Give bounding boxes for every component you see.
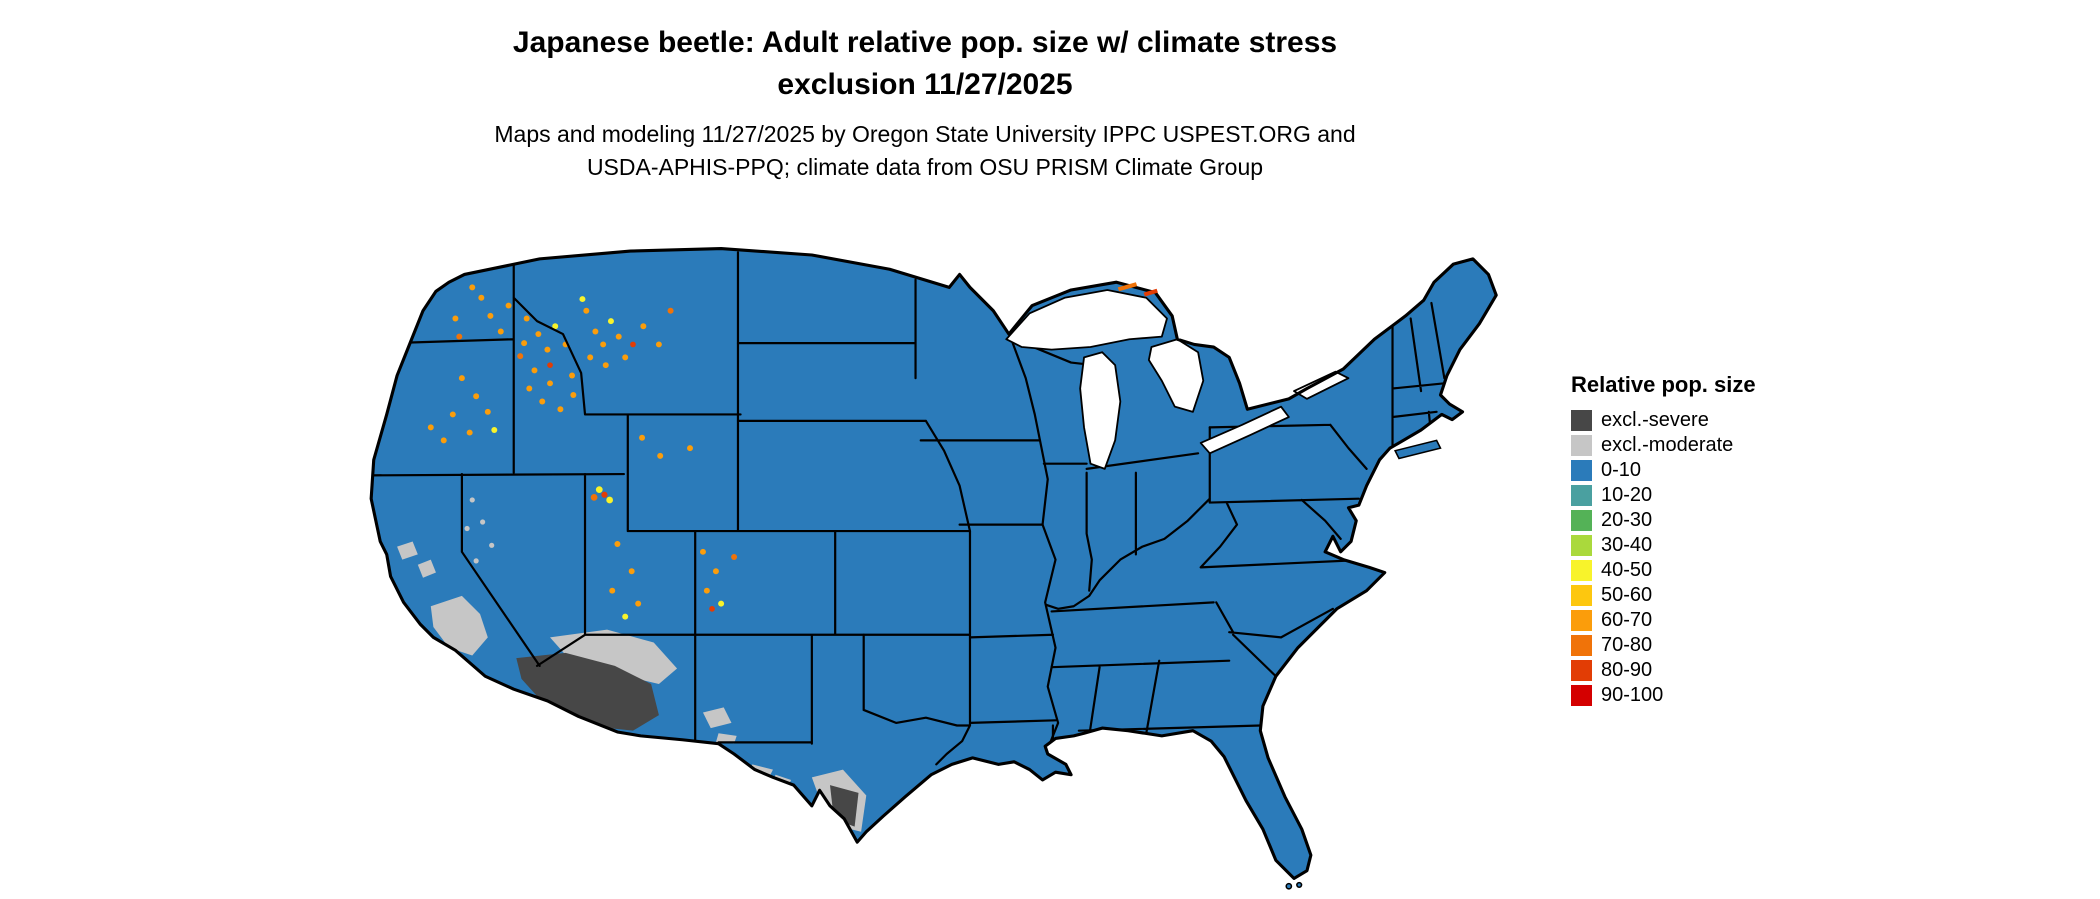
legend-item: 0-10 — [1571, 458, 1756, 483]
lake-ontario — [1293, 370, 1350, 400]
map-subtitle-line2: USDA-APHIS-PPQ; climate data from OSU PR… — [586, 154, 1264, 181]
legend-swatch — [1571, 635, 1592, 656]
legend: Relative pop. size excl.-severe excl.-mod… — [1571, 372, 1756, 708]
us-map — [369, 246, 1498, 890]
legend-item: 40-50 — [1571, 558, 1756, 583]
legend-item-label: 90-100 — [1601, 684, 1664, 706]
lake-superior — [1005, 289, 1168, 351]
legend-items: excl.-severe excl.-moderate 0-10 10-20 20-30… — [1571, 408, 1756, 708]
legend-item: 10-20 — [1571, 483, 1756, 508]
map-subtitle: Maps and modeling 11/27/2025 by Oregon S… — [0, 118, 1850, 185]
legend-swatch — [1571, 410, 1592, 431]
legend-item: 30-40 — [1571, 533, 1756, 558]
legend-item: 50-60 — [1571, 583, 1756, 608]
legend-item-label: 70-80 — [1601, 634, 1653, 656]
legend-item: excl.-moderate — [1571, 433, 1756, 458]
isle-royale-hotspot — [1117, 282, 1138, 292]
state-borders — [371, 251, 1446, 766]
legend-swatch — [1571, 535, 1592, 556]
legend-item-label: 10-20 — [1601, 484, 1653, 506]
islands-and-marks — [1117, 282, 1442, 890]
map-subtitle-line1: Maps and modeling 11/27/2025 by Oregon S… — [494, 121, 1356, 147]
lake-erie — [1199, 405, 1290, 455]
lake-michigan — [1079, 351, 1122, 470]
superior-hotspot — [1143, 288, 1158, 297]
legend-swatch — [1571, 610, 1592, 631]
map-title-line1: Japanese beetle: Adult relative pop. siz… — [512, 26, 1338, 59]
legend-item-label: 20-30 — [1601, 509, 1653, 531]
legend-item-label: 50-60 — [1601, 584, 1653, 606]
legend-item: 70-80 — [1571, 633, 1756, 658]
map-title-line2: exclusion 11/27/2025 — [777, 68, 1073, 101]
population-hotspot-speckles — [427, 284, 738, 620]
florida-keys — [1285, 882, 1293, 890]
legend-item-label: 60-70 — [1601, 609, 1653, 631]
legend-swatch — [1571, 585, 1592, 606]
map-title: Japanese beetle: Adult relative pop. siz… — [0, 22, 1850, 106]
legend-swatch — [1571, 685, 1592, 706]
legend-swatch — [1571, 460, 1592, 481]
legend-swatch — [1571, 660, 1592, 681]
legend-item: 20-30 — [1571, 508, 1756, 533]
legend-item-label: 30-40 — [1601, 534, 1653, 556]
legend-item-label: 40-50 — [1601, 559, 1653, 581]
legend-item: 60-70 — [1571, 608, 1756, 633]
long-island — [1393, 439, 1442, 460]
map-container — [306, 220, 1551, 894]
lake-huron — [1147, 338, 1205, 413]
legend-item: 90-100 — [1571, 683, 1756, 708]
legend-swatch — [1571, 560, 1592, 581]
great-lakes — [1005, 289, 1350, 470]
legend-item-label: 80-90 — [1601, 659, 1653, 681]
legend-title: Relative pop. size — [1571, 372, 1756, 397]
map-land — [371, 248, 1497, 879]
florida-keys — [1296, 881, 1303, 889]
legend-item-label: 0-10 — [1601, 459, 1642, 481]
legend-item: excl.-severe — [1571, 408, 1756, 433]
legend-item-label: excl.-moderate — [1601, 434, 1734, 456]
legend-swatch — [1571, 485, 1592, 506]
legend-item-label: excl.-severe — [1601, 409, 1709, 431]
legend-swatch — [1571, 435, 1592, 456]
legend-swatch — [1571, 510, 1592, 531]
legend-item: 80-90 — [1571, 658, 1756, 683]
